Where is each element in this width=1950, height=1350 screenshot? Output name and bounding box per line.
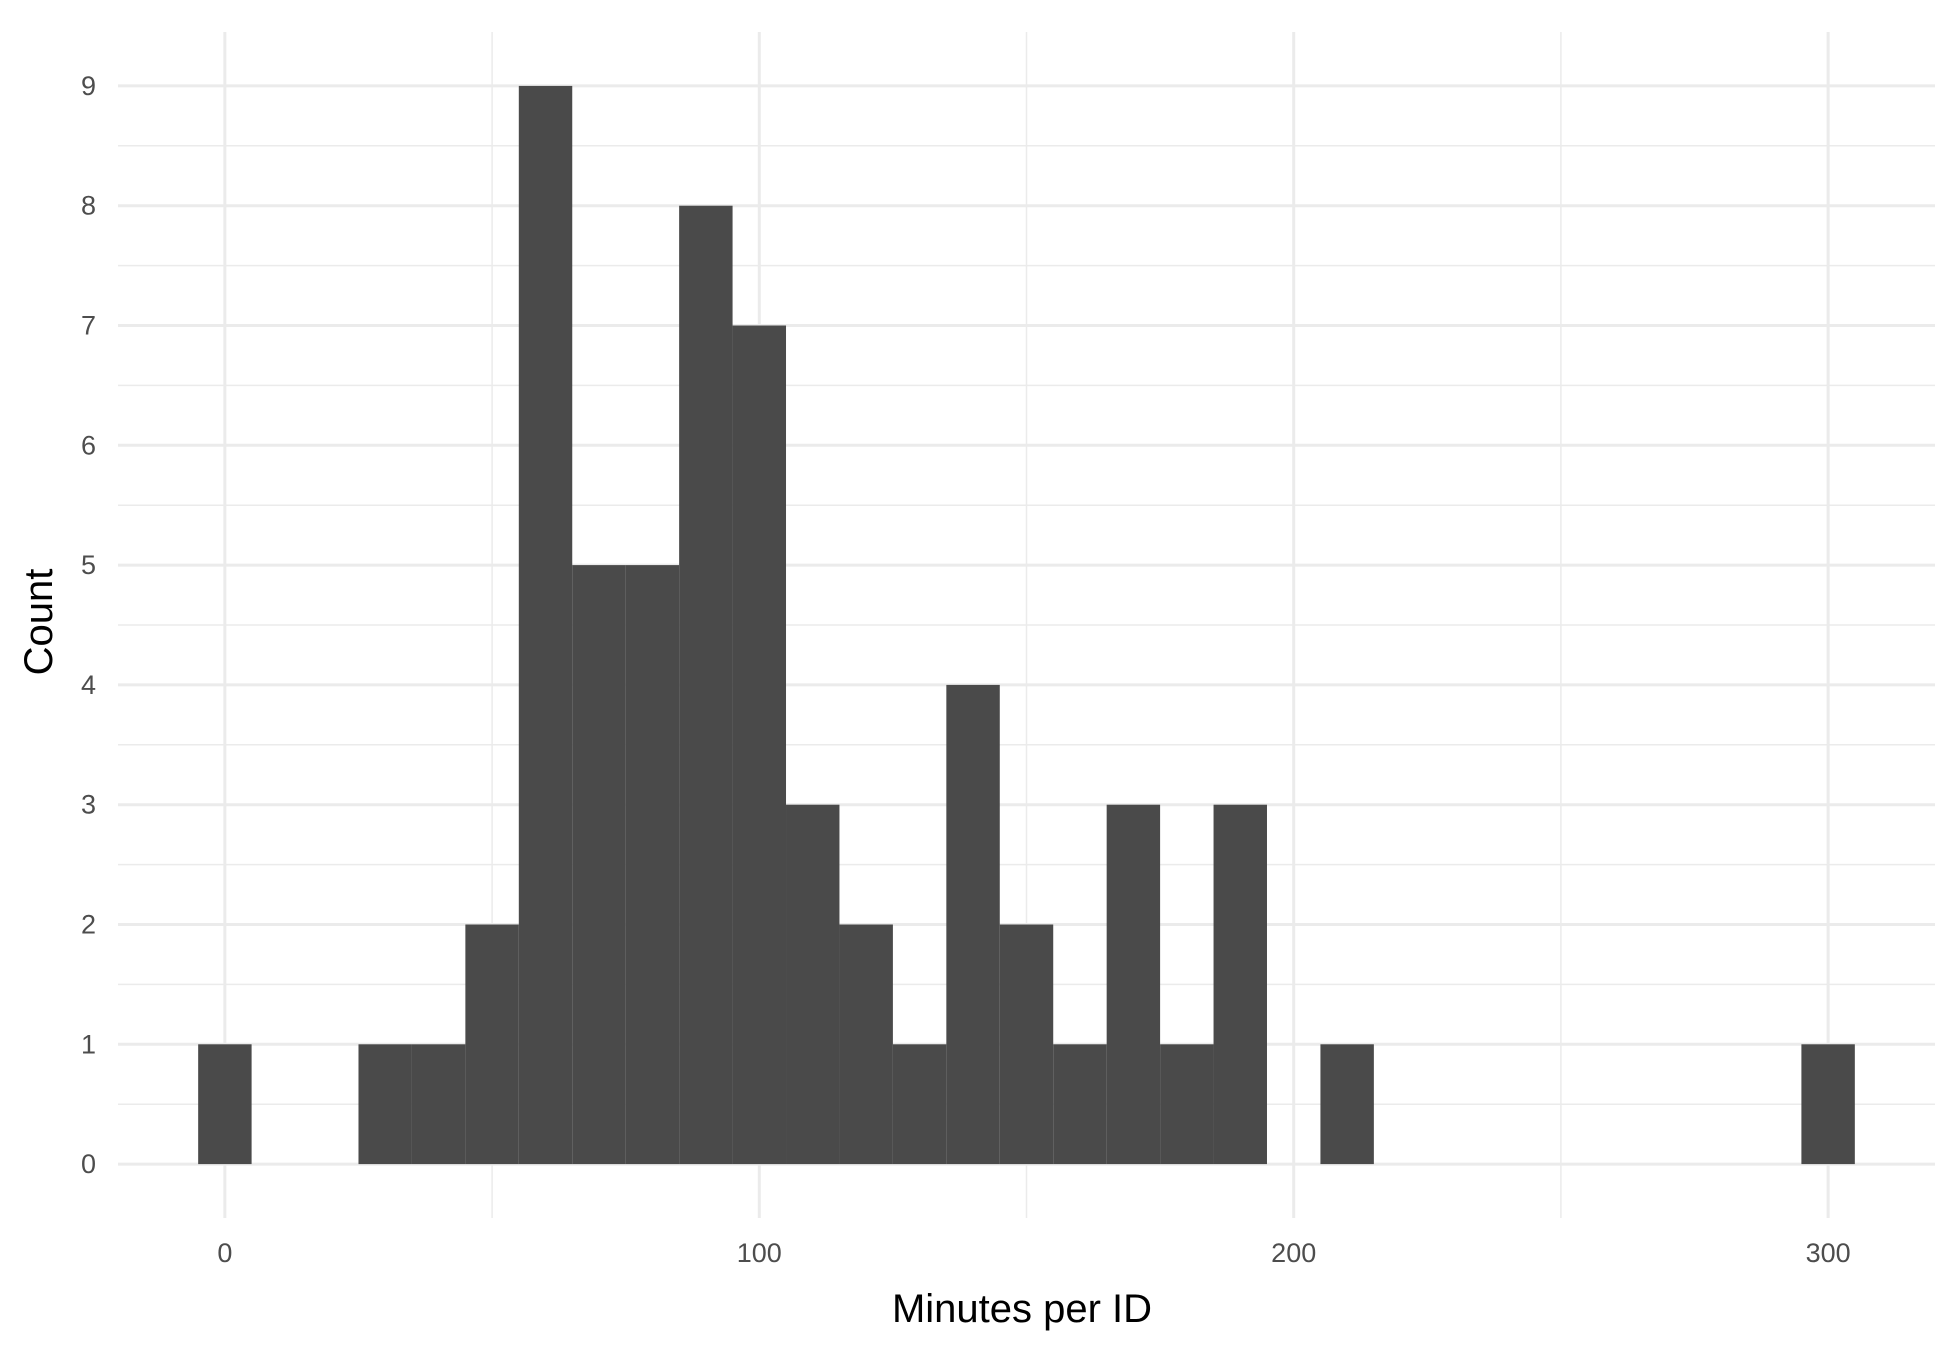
y-tick-label: 5 bbox=[81, 550, 96, 580]
histogram-bar bbox=[892, 1044, 947, 1165]
histogram-bar bbox=[465, 924, 519, 1165]
histogram-bar bbox=[518, 85, 573, 1165]
y-tick-label: 8 bbox=[81, 191, 96, 221]
histogram-bar bbox=[1320, 1044, 1374, 1165]
y-tick-label: 9 bbox=[81, 71, 96, 101]
histogram-bar bbox=[679, 205, 733, 1165]
y-tick-label: 1 bbox=[81, 1029, 96, 1059]
histogram-bar bbox=[1106, 804, 1161, 1165]
histogram-bar bbox=[358, 1044, 412, 1165]
x-tick-label: 300 bbox=[1806, 1238, 1851, 1268]
x-tick-label: 100 bbox=[737, 1238, 782, 1268]
y-tick-label: 2 bbox=[81, 909, 96, 939]
x-axis-tick-labels: 0 100 200 300 bbox=[217, 1238, 1850, 1268]
y-tick-label: 3 bbox=[81, 790, 96, 820]
histogram-bar bbox=[839, 924, 893, 1165]
histogram-bars bbox=[198, 85, 1855, 1165]
y-axis-title: Count bbox=[17, 569, 61, 676]
histogram-bar bbox=[411, 1044, 466, 1165]
histogram-bar bbox=[625, 565, 680, 1165]
y-tick-label: 6 bbox=[81, 430, 96, 460]
histogram-bar bbox=[946, 684, 1000, 1165]
y-tick-label: 4 bbox=[81, 670, 96, 700]
histogram-bar bbox=[1160, 1044, 1214, 1165]
x-tick-label: 0 bbox=[217, 1238, 232, 1268]
histogram-bar bbox=[572, 565, 626, 1165]
x-axis-title: Minutes per ID bbox=[892, 1287, 1152, 1331]
histogram-bar bbox=[1053, 1044, 1107, 1165]
histogram-bar bbox=[732, 325, 787, 1165]
histogram-bar bbox=[786, 804, 840, 1165]
y-axis-tick-labels: 0 1 2 3 4 5 6 7 8 9 bbox=[81, 71, 96, 1179]
histogram-bar bbox=[1213, 804, 1267, 1165]
histogram-bar bbox=[198, 1044, 252, 1165]
y-tick-label: 7 bbox=[81, 311, 96, 341]
histogram-bar bbox=[999, 924, 1054, 1165]
x-tick-label: 200 bbox=[1271, 1238, 1316, 1268]
y-tick-label: 0 bbox=[81, 1149, 96, 1179]
histogram-bar bbox=[1801, 1044, 1855, 1165]
